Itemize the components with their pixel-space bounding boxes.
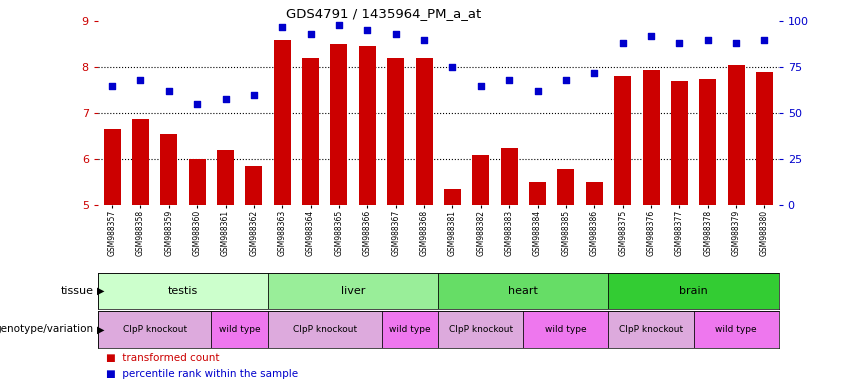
Bar bbox=[245, 166, 262, 205]
Point bbox=[729, 40, 743, 46]
Point bbox=[587, 70, 601, 76]
Bar bbox=[98, 273, 268, 309]
Bar bbox=[104, 129, 121, 205]
Text: tissue: tissue bbox=[60, 286, 94, 296]
Bar bbox=[302, 58, 319, 205]
Point bbox=[701, 36, 715, 43]
Point bbox=[247, 92, 260, 98]
Point bbox=[106, 83, 119, 89]
Text: ■  transformed count: ■ transformed count bbox=[106, 353, 220, 363]
Text: wild type: wild type bbox=[389, 325, 431, 334]
Bar bbox=[608, 311, 694, 348]
Bar bbox=[608, 273, 779, 309]
Point bbox=[219, 96, 232, 102]
Point bbox=[531, 88, 545, 94]
Point bbox=[757, 36, 771, 43]
Point bbox=[559, 77, 573, 83]
Bar bbox=[438, 311, 523, 348]
Text: heart: heart bbox=[508, 286, 539, 296]
Text: ClpP knockout: ClpP knockout bbox=[293, 325, 357, 334]
Text: wild type: wild type bbox=[219, 325, 260, 334]
Bar bbox=[268, 311, 381, 348]
Text: liver: liver bbox=[341, 286, 365, 296]
Bar bbox=[359, 46, 376, 205]
Bar bbox=[614, 76, 631, 205]
Bar bbox=[268, 273, 438, 309]
Bar bbox=[472, 155, 489, 205]
Bar bbox=[700, 79, 717, 205]
Bar bbox=[189, 159, 206, 205]
Bar bbox=[671, 81, 688, 205]
Bar bbox=[217, 150, 234, 205]
Bar bbox=[415, 58, 432, 205]
Text: ClpP knockout: ClpP knockout bbox=[123, 325, 186, 334]
Text: ■  percentile rank within the sample: ■ percentile rank within the sample bbox=[106, 369, 299, 379]
Text: wild type: wild type bbox=[545, 325, 586, 334]
Point bbox=[446, 64, 460, 70]
Bar bbox=[132, 119, 149, 205]
Text: testis: testis bbox=[168, 286, 198, 296]
Bar bbox=[211, 311, 268, 348]
Title: GDS4791 / 1435964_PM_a_at: GDS4791 / 1435964_PM_a_at bbox=[286, 7, 482, 20]
Bar bbox=[557, 169, 574, 205]
Point bbox=[304, 31, 317, 37]
Bar bbox=[438, 273, 608, 309]
Bar bbox=[330, 44, 347, 205]
Bar bbox=[694, 311, 779, 348]
Text: wild type: wild type bbox=[716, 325, 757, 334]
Bar bbox=[274, 40, 291, 205]
Text: ClpP knockout: ClpP knockout bbox=[448, 325, 513, 334]
Bar bbox=[728, 65, 745, 205]
Text: brain: brain bbox=[679, 286, 708, 296]
Bar bbox=[643, 70, 660, 205]
Point bbox=[502, 77, 516, 83]
Point bbox=[361, 27, 374, 33]
Text: genotype/variation: genotype/variation bbox=[0, 324, 94, 334]
Bar bbox=[529, 182, 546, 205]
Bar bbox=[444, 189, 461, 205]
Point bbox=[191, 101, 204, 107]
Text: ▶: ▶ bbox=[97, 324, 105, 334]
Point bbox=[616, 40, 630, 46]
Text: ▶: ▶ bbox=[97, 286, 105, 296]
Bar bbox=[756, 72, 773, 205]
Point bbox=[474, 83, 488, 89]
Point bbox=[134, 77, 147, 83]
Point bbox=[672, 40, 686, 46]
Bar bbox=[585, 182, 603, 205]
Bar bbox=[381, 311, 438, 348]
Bar bbox=[160, 134, 177, 205]
Bar bbox=[387, 58, 404, 205]
Bar bbox=[98, 311, 211, 348]
Point bbox=[162, 88, 175, 94]
Point bbox=[276, 23, 289, 30]
Text: ClpP knockout: ClpP knockout bbox=[619, 325, 683, 334]
Bar bbox=[523, 311, 608, 348]
Point bbox=[417, 36, 431, 43]
Bar bbox=[500, 148, 517, 205]
Point bbox=[389, 31, 403, 37]
Point bbox=[332, 22, 346, 28]
Point bbox=[644, 33, 658, 39]
